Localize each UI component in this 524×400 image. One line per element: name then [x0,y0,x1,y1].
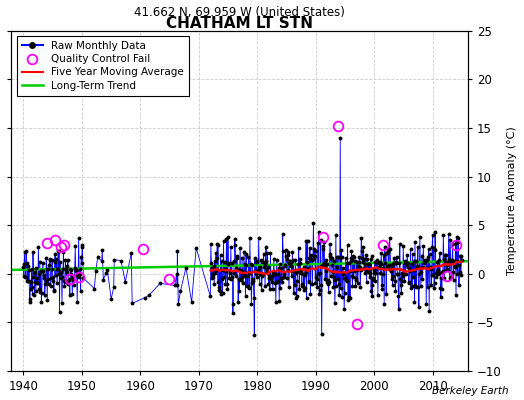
Text: 41.662 N, 69.959 W (United States): 41.662 N, 69.959 W (United States) [134,6,345,19]
Legend: Raw Monthly Data, Quality Control Fail, Five Year Moving Average, Long-Term Tren: Raw Monthly Data, Quality Control Fail, … [17,36,189,96]
Y-axis label: Temperature Anomaly (°C): Temperature Anomaly (°C) [507,126,517,275]
Title: CHATHAM LT STN: CHATHAM LT STN [166,16,313,31]
Text: Berkeley Earth: Berkeley Earth [432,386,508,396]
